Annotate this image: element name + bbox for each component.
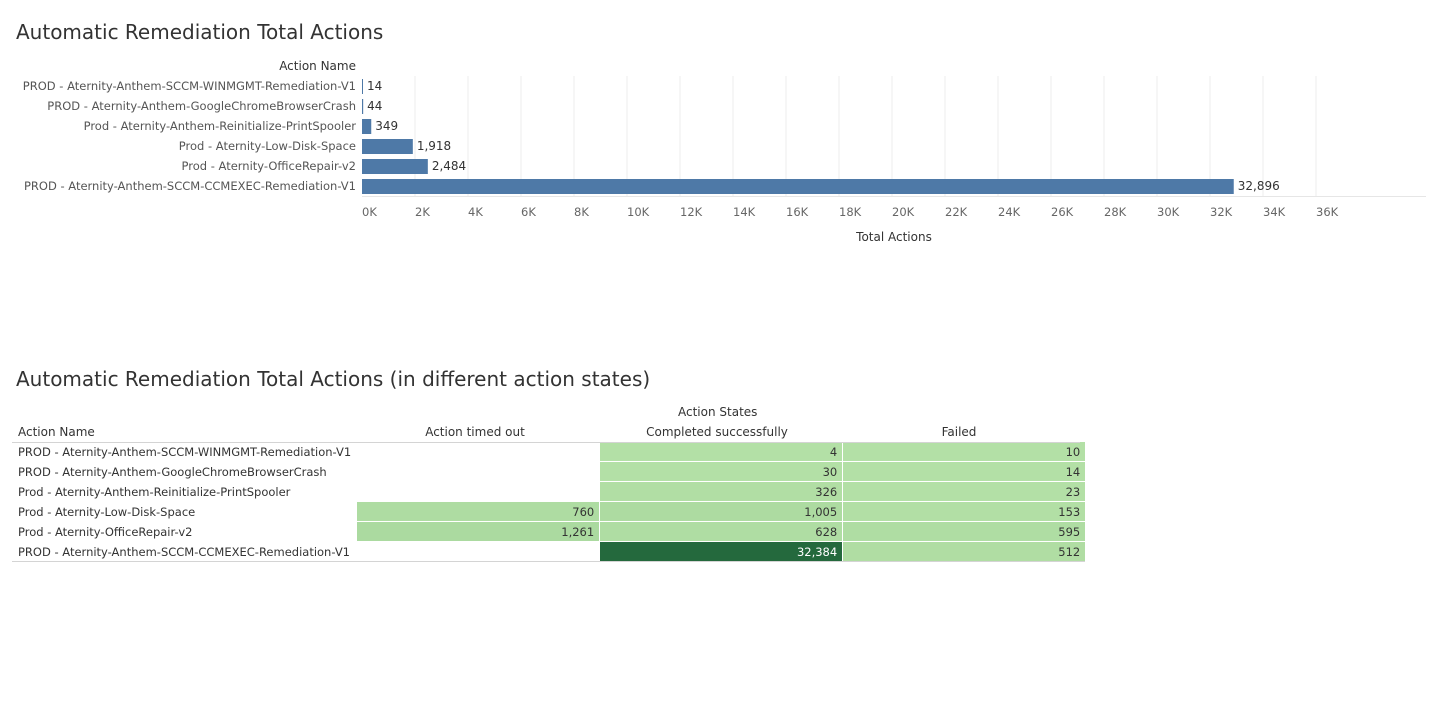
bar-value-label: 2,484	[432, 159, 466, 173]
bar-value-label: 32,896	[1238, 179, 1280, 193]
heatmap-cell: 14	[842, 461, 1086, 482]
x-tick-label: 2K	[415, 205, 430, 219]
bar-value-label: 14	[367, 79, 382, 93]
x-tick-label: 28K	[1104, 205, 1127, 219]
heatmap-row: Prod - Aternity-OfficeRepair-v2 1,261 628 5…	[12, 521, 1086, 542]
row-label: PROD - Aternity-Anthem-GoogleChromeBrows…	[12, 461, 357, 482]
heatmap-cell: 595	[842, 521, 1086, 542]
row-label: PROD - Aternity-Anthem-SCCM-WINMGMT-Reme…	[12, 442, 357, 462]
heatmap-cell	[356, 461, 600, 482]
x-axis-title: Total Actions	[855, 230, 932, 244]
heatmap-cell	[356, 541, 600, 562]
bar-value-label: 349	[375, 119, 398, 133]
heatmap-title: Automatic Remediation Total Actions (in …	[16, 367, 651, 391]
heatmap-row: PROD - Aternity-Anthem-SCCM-WINMGMT-Reme…	[12, 442, 1086, 462]
category-label: PROD - Aternity-Anthem-GoogleChromeBrows…	[47, 99, 356, 113]
x-tick-label: 8K	[574, 205, 589, 219]
row-header-label: Action Name	[18, 425, 95, 439]
bar-chart: Action Name PROD - Aternity-Anthem-SCCM-W…	[23, 59, 1426, 244]
heatmap-cell: 4	[599, 442, 843, 462]
heatmap-cell	[356, 442, 600, 462]
x-tick-label: 18K	[839, 205, 862, 219]
x-tick-label: 20K	[892, 205, 915, 219]
heatmap-table: PROD - Aternity-Anthem-SCCM-WINMGMT-Reme…	[12, 442, 1086, 562]
column-header-completed: Completed successfully	[646, 425, 788, 439]
bar-value-label: 1,918	[417, 139, 451, 153]
heatmap-cell: 326	[599, 481, 843, 502]
heatmap-cell: 1,005	[599, 501, 843, 522]
bar	[362, 99, 364, 114]
heatmap-cell: 30	[599, 461, 843, 482]
x-tick-label: 0K	[362, 205, 377, 219]
y-axis-title: Action Name	[279, 59, 356, 73]
heatmap-cell: 32,384	[599, 541, 843, 562]
x-tick-label: 16K	[786, 205, 809, 219]
row-label: PROD - Aternity-Anthem-SCCM-CCMEXEC-Reme…	[12, 541, 357, 562]
row-label: Prod - Aternity-OfficeRepair-v2	[12, 521, 357, 542]
column-header-failed: Failed	[941, 425, 977, 439]
heatmap-cell	[356, 481, 600, 502]
bar	[362, 159, 428, 174]
heatmap-header-divider	[12, 442, 1080, 443]
x-tick-label: 24K	[998, 205, 1021, 219]
category-label: PROD - Aternity-Anthem-SCCM-WINMGMT-Reme…	[23, 79, 356, 93]
x-tick-label: 36K	[1316, 205, 1339, 219]
heatmap-cell: 10	[842, 442, 1086, 462]
bar	[362, 119, 372, 134]
heatmap-cell: 153	[842, 501, 1086, 522]
bar	[362, 139, 413, 154]
heatmap-cell: 512	[842, 541, 1086, 562]
x-tick-label: 26K	[1051, 205, 1074, 219]
heatmap-cell: 23	[842, 481, 1086, 502]
row-label: Prod - Aternity-Low-Disk-Space	[12, 501, 357, 522]
category-label: Prod - Aternity-OfficeRepair-v2	[182, 159, 356, 173]
x-tick-label: 30K	[1157, 205, 1180, 219]
category-label: Prod - Aternity-Low-Disk-Space	[179, 139, 356, 153]
x-tick-label: 10K	[627, 205, 650, 219]
x-tick-label: 32K	[1210, 205, 1233, 219]
x-tick-label: 14K	[733, 205, 756, 219]
heatmap-cell: 760	[356, 501, 600, 522]
heatmap-row: Prod - Aternity-Anthem-Reinitialize-Prin…	[12, 481, 1086, 502]
x-tick-label: 22K	[945, 205, 968, 219]
column-group-label: Action States	[678, 405, 758, 419]
bar-value-label: 44	[367, 99, 382, 113]
heatmap-cell: 628	[599, 521, 843, 542]
x-tick-label: 34K	[1263, 205, 1286, 219]
heatmap-row: PROD - Aternity-Anthem-SCCM-CCMEXEC-Reme…	[12, 541, 1086, 562]
x-tick-label: 4K	[468, 205, 483, 219]
bar	[362, 79, 363, 94]
x-tick-label: 6K	[521, 205, 536, 219]
heatmap-cell: 1,261	[356, 521, 600, 542]
bar-chart-title: Automatic Remediation Total Actions	[16, 20, 384, 44]
x-tick-label: 12K	[680, 205, 703, 219]
heatmap-row: Prod - Aternity-Low-Disk-Space 760 1,005 15…	[12, 501, 1086, 522]
heatmap-row: PROD - Aternity-Anthem-GoogleChromeBrows…	[12, 461, 1086, 482]
category-label: Prod - Aternity-Anthem-Reinitialize-Prin…	[84, 119, 357, 133]
row-label: Prod - Aternity-Anthem-Reinitialize-Prin…	[12, 481, 357, 502]
column-header-timed-out: Action timed out	[425, 425, 525, 439]
category-label: PROD - Aternity-Anthem-SCCM-CCMEXEC-Reme…	[24, 179, 356, 193]
bar	[362, 179, 1234, 194]
